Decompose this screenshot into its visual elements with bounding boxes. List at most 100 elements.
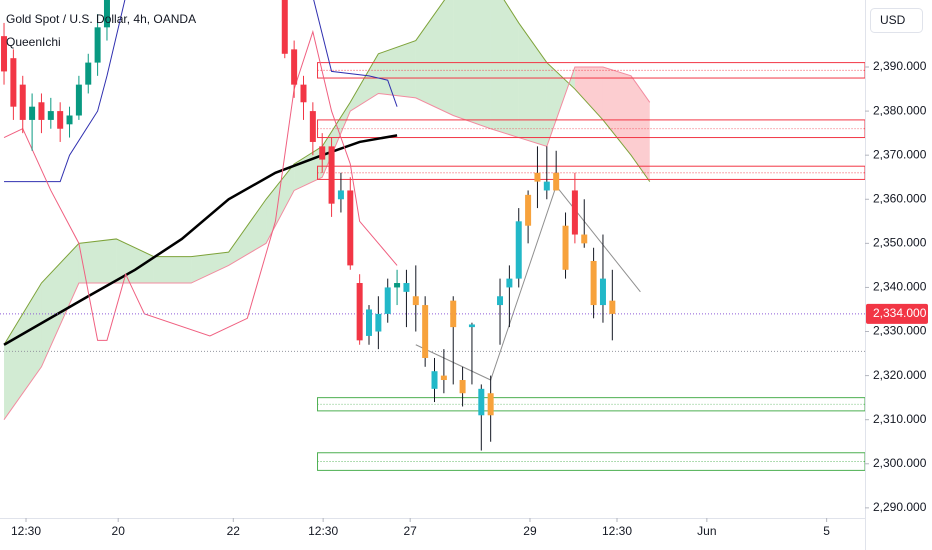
- candle-body: [375, 313, 382, 332]
- cloud-segment: [453, 0, 491, 129]
- candle-body: [468, 324, 475, 328]
- candle-body: [590, 260, 597, 306]
- x-tick-label: Jun: [697, 524, 716, 538]
- candle-body: [94, 27, 101, 63]
- x-tick-label: 12:30: [11, 524, 41, 538]
- candle-body: [47, 111, 54, 120]
- y-tick-label: 2,320.000: [873, 368, 927, 382]
- cloud-segment: [266, 163, 295, 244]
- candle-body: [440, 375, 447, 381]
- candle-body: [450, 300, 457, 328]
- candle-body: [459, 380, 466, 394]
- currency-label[interactable]: USD: [880, 13, 906, 27]
- candle-body: [103, 0, 110, 28]
- cloud-segment: [78, 238, 117, 284]
- candle-body: [403, 283, 410, 292]
- chart-title: Gold Spot / U.S. Dollar, 4h, OANDA: [6, 12, 196, 26]
- y-tick-label: 2,380.000: [873, 103, 927, 117]
- cloud-segment: [41, 243, 79, 367]
- y-tick-label: 2,350.000: [873, 236, 927, 250]
- candle-body: [57, 111, 64, 129]
- candle-body: [543, 181, 550, 191]
- x-tick-label: 20: [112, 524, 126, 538]
- candle-body: [300, 84, 307, 103]
- candle-body: [422, 305, 429, 358]
- y-tick-label: 2,300.000: [873, 456, 927, 470]
- cloud-segment: [415, 0, 454, 116]
- y-tick-label: 2,360.000: [873, 191, 927, 205]
- candle-body: [309, 111, 316, 142]
- candle-body: [319, 146, 326, 160]
- x-tick-label: 27: [404, 524, 418, 538]
- candle-body: [291, 49, 298, 85]
- candle-body: [347, 190, 354, 266]
- y-tick-label: 2,390.000: [873, 59, 927, 73]
- candle-body: [366, 309, 373, 336]
- candle-body: [38, 102, 45, 120]
- x-tick-label: 22: [227, 524, 241, 538]
- candle-body: [75, 84, 82, 116]
- candle-body: [412, 296, 419, 306]
- cloud-segment: [490, 0, 519, 138]
- candle-body: [384, 287, 391, 314]
- y-tick-label: 2,370.000: [873, 147, 927, 161]
- candle-body: [66, 115, 73, 125]
- cloud-segment: [602, 67, 632, 156]
- cloud-segment: [631, 75, 650, 182]
- cloud-segment: [350, 53, 379, 112]
- candle-body: [281, 0, 288, 54]
- candle-body: [497, 296, 504, 306]
- y-tick-label: 2,290.000: [873, 500, 927, 514]
- candle-body: [337, 190, 344, 200]
- x-tick-label: 29: [523, 524, 537, 538]
- cloud-segment: [574, 67, 603, 120]
- candle-body: [515, 221, 522, 279]
- candle-body: [562, 225, 569, 270]
- x-tick-label: 12:30: [308, 524, 338, 538]
- cloud-segment: [4, 283, 42, 420]
- candle-body: [609, 300, 616, 314]
- candle-body: [553, 172, 560, 191]
- indicator-name: QueenIchi: [6, 35, 61, 49]
- candle-body: [10, 58, 17, 107]
- indicator-line: [3, 134, 398, 346]
- cloud-segment: [228, 199, 267, 266]
- candle-body: [478, 388, 485, 416]
- cloud-segment: [378, 40, 416, 98]
- candle-body: [525, 194, 532, 226]
- candle-body: [29, 106, 36, 120]
- candle-body: [328, 146, 335, 204]
- cloud-segment: [518, 22, 547, 147]
- candle-body: [1, 36, 8, 72]
- cloud-segment: [153, 256, 192, 284]
- currency-button[interactable]: [870, 8, 923, 33]
- candle-body: [599, 278, 606, 306]
- cloud-span-a: [3, 0, 651, 346]
- y-tick-label: 2,340.000: [873, 280, 927, 294]
- candle-body: [571, 190, 578, 235]
- x-tick-label: 5: [823, 524, 830, 538]
- cloud-span-b: [3, 66, 651, 420]
- candle-body: [19, 84, 26, 120]
- candle-body: [356, 283, 363, 341]
- axes: 2,290.000 2,300.000 2,310.000 2,320.000 2,33…: [11, 59, 928, 538]
- indicator-line: [3, 29, 398, 341]
- candle-body: [506, 278, 513, 288]
- x-tick-label: 12:30: [602, 524, 632, 538]
- candle-body: [431, 371, 438, 389]
- candle-body: [581, 234, 588, 244]
- indicator-line: [313, 0, 398, 107]
- candle-body: [85, 62, 92, 85]
- cloud-segment: [116, 238, 154, 284]
- candle-body: [487, 393, 494, 416]
- plot-area: [0, 0, 865, 471]
- candle-body: [534, 172, 541, 182]
- indicator-line: [4, 0, 126, 183]
- price-label-box: [866, 303, 928, 324]
- price-label: 2,334.000: [873, 306, 927, 320]
- candle-body: [394, 283, 401, 288]
- y-tick-label: 2,330.000: [873, 324, 927, 338]
- y-tick-label: 2,310.000: [873, 412, 927, 426]
- cloud-segment: [191, 252, 229, 284]
